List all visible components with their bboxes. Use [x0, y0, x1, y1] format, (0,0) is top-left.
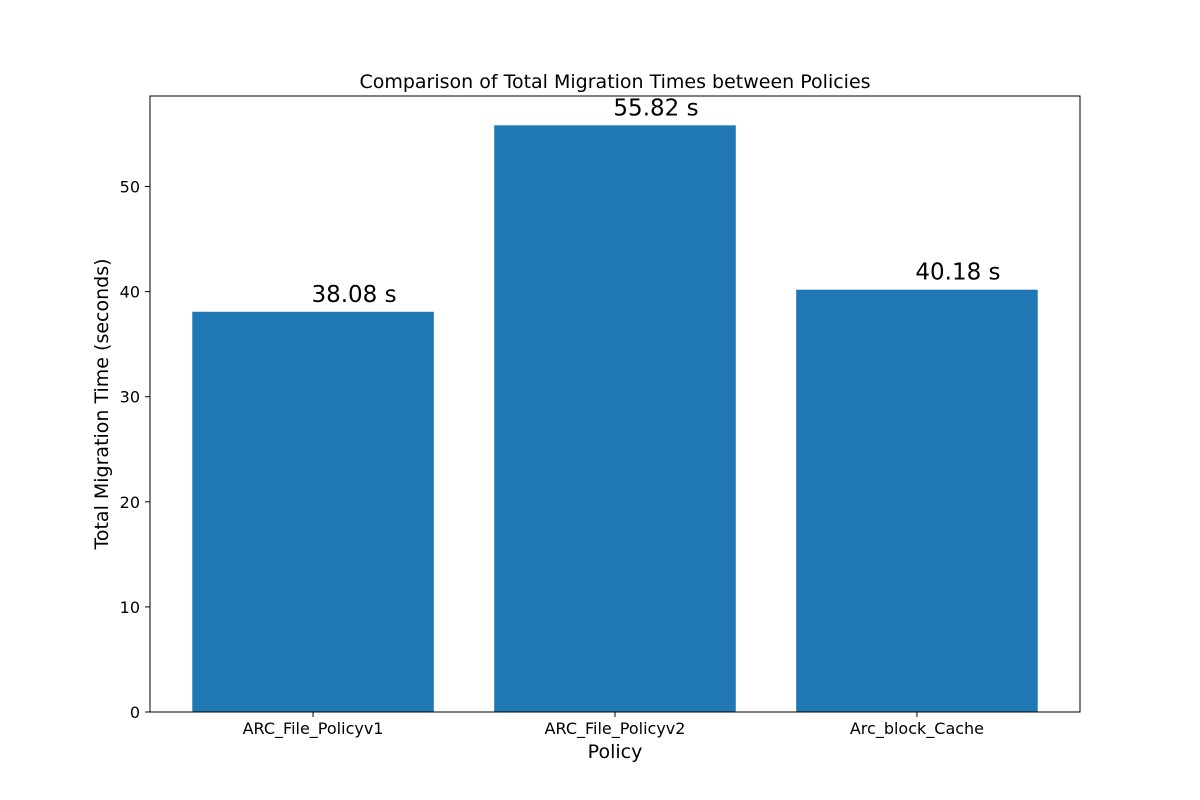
y-axis-title: Total Migration Time (seconds) [91, 258, 113, 550]
x-tick-label: ARC_File_Policyv2 [545, 719, 686, 739]
bar [494, 125, 736, 713]
data-labels-group: 38.08 s 55.82 s 40.18 s [311, 95, 1000, 307]
chart-title: Comparison of Total Migration Times betw… [359, 71, 870, 93]
data-label: 40.18 s [915, 260, 1000, 286]
bars-group [192, 125, 1038, 713]
y-axis: 0 10 20 30 40 50 [120, 177, 150, 722]
y-tick-label: 30 [120, 388, 140, 407]
y-tick-label: 50 [120, 177, 140, 196]
y-tick-label: 0 [130, 703, 140, 722]
x-axis: ARC_File_Policyv1 ARC_File_Policyv2 Arc_bl… [243, 712, 984, 739]
y-tick-label: 20 [120, 493, 140, 512]
bar [192, 311, 434, 712]
data-label: 55.82 s [613, 95, 698, 121]
x-axis-title: Policy [588, 741, 643, 763]
y-tick-label: 40 [120, 283, 140, 302]
y-tick-label: 10 [120, 598, 140, 617]
bar [796, 289, 1038, 712]
x-tick-label: Arc_block_Cache [850, 719, 984, 739]
data-label: 38.08 s [311, 282, 396, 308]
x-tick-label: ARC_File_Policyv1 [243, 719, 384, 739]
